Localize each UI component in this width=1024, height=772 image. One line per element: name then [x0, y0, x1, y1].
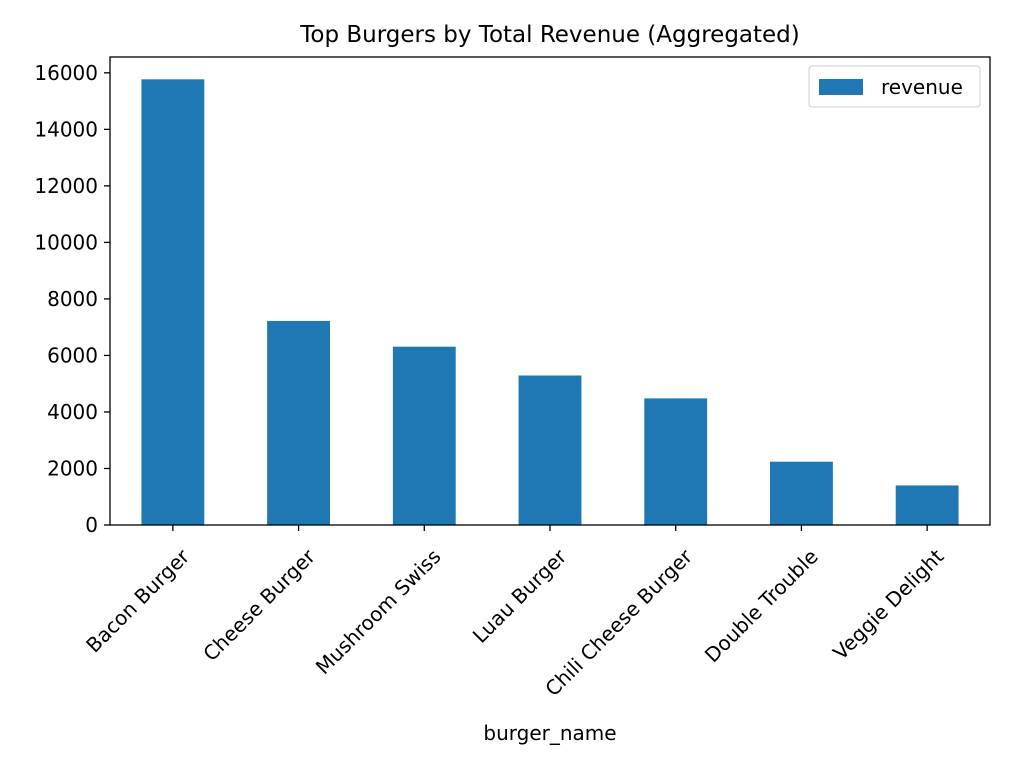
y-tick-label: 6000 — [47, 343, 98, 367]
bar[interactable] — [267, 320, 330, 525]
legend-frame — [808, 65, 981, 108]
bar[interactable] — [518, 375, 582, 526]
y-tick-label: 12000 — [34, 174, 98, 198]
bar[interactable] — [141, 79, 205, 526]
plot-frame — [109, 56, 991, 526]
y-tick-label: 4000 — [47, 400, 98, 424]
y-tick-label: 2000 — [47, 456, 98, 480]
y-tick-label: 16000 — [34, 61, 98, 85]
bar[interactable] — [644, 398, 708, 525]
y-tick-label: 10000 — [34, 230, 98, 254]
legend-label: revenue — [881, 75, 963, 99]
legend-swatch — [819, 79, 863, 95]
chart-title: Top Burgers by Total Revenue (Aggregated… — [299, 22, 800, 48]
bar[interactable] — [392, 346, 456, 525]
bars-layer — [141, 79, 959, 526]
y-axis: 0 2000 4000 6000 8000 10000 12000 14000 16000 — [34, 61, 110, 537]
x-axis-label: burger_name — [483, 721, 616, 745]
y-tick-label: 14000 — [34, 117, 98, 141]
y-tick-label: 0 — [85, 513, 98, 537]
bar[interactable] — [770, 461, 833, 525]
legend[interactable]: revenue — [808, 65, 981, 108]
bar[interactable] — [895, 485, 959, 525]
y-tick-label: 8000 — [47, 287, 98, 311]
